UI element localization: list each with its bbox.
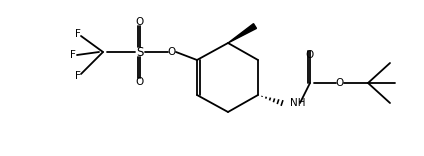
Text: O: O	[136, 77, 144, 87]
Text: O: O	[136, 17, 144, 27]
Text: S: S	[136, 46, 144, 58]
Text: NH: NH	[290, 98, 306, 108]
Text: F: F	[70, 50, 76, 60]
Text: O: O	[336, 78, 344, 88]
Polygon shape	[228, 24, 257, 43]
Text: O: O	[168, 47, 176, 57]
Text: F: F	[75, 29, 81, 39]
Text: O: O	[306, 50, 314, 60]
Text: F: F	[75, 71, 81, 81]
